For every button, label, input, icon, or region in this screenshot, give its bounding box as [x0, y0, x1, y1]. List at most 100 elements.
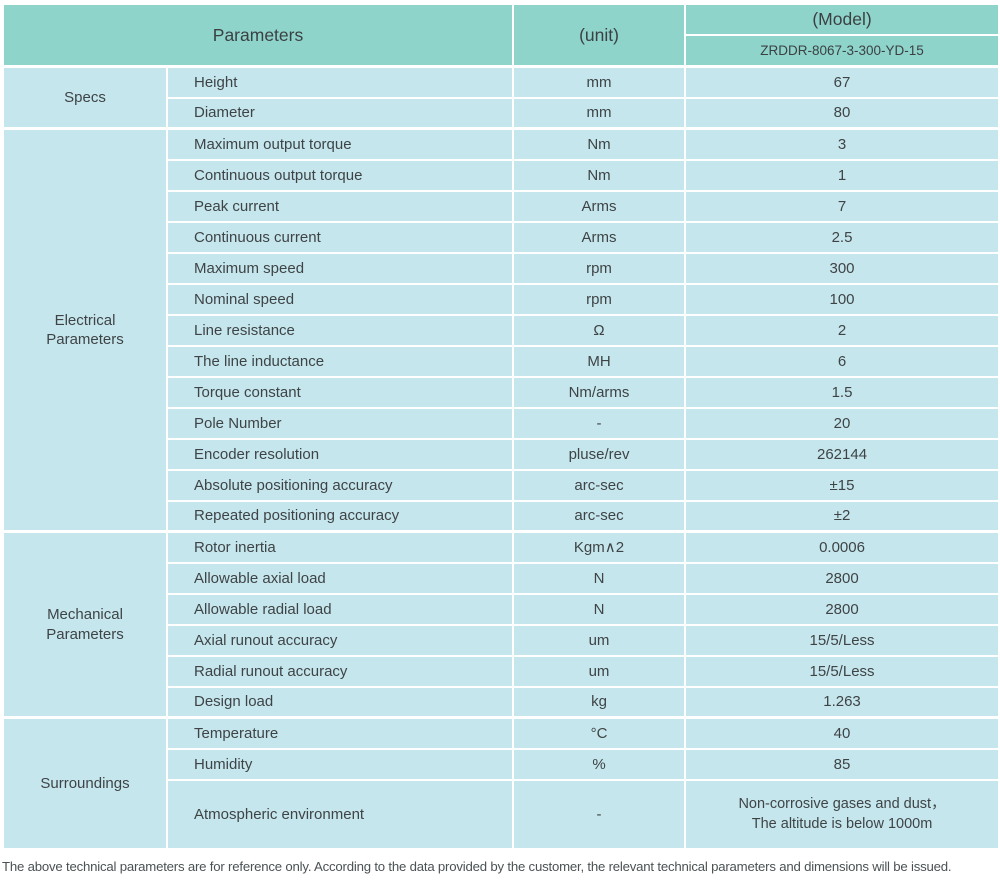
table-row: Pole Number -20: [3, 406, 1000, 440]
table-header: Parameters (unit) (Model) ZRDDR-8067-3-3…: [1, 3, 1000, 68]
value-cell: 6: [684, 344, 1000, 378]
value-cell: 2: [684, 313, 1000, 347]
value-cell: 7: [684, 189, 1000, 223]
value-cell: 2.5: [684, 220, 1000, 254]
unit-cell: °C: [512, 716, 687, 750]
unit-cell: Ω: [512, 313, 687, 347]
value-cell: 67: [684, 65, 1000, 99]
unit-cell: rpm: [512, 251, 687, 285]
value-cell: 40: [684, 716, 1000, 750]
parameter-name-cell: Maximum speed: [165, 251, 515, 285]
table-row: Design load kg 1.263: [3, 685, 1000, 719]
parameter-name-cell: Radial runout accuracy: [165, 654, 515, 688]
unit-cell: mm: [512, 65, 687, 99]
value-cell: ±2: [684, 499, 1000, 533]
table-body: Specs Height mm 67 Diameter mm 80 Electrical Pa…: [2, 65, 1000, 850]
unit-cell: Kgm∧2: [512, 530, 687, 564]
parameter-name-cell: Diameter: [165, 96, 515, 130]
unit-cell: um: [512, 623, 687, 657]
parameter-name-cell: Nominal speed: [165, 282, 515, 316]
parameter-name-cell: Maximum output torque: [165, 127, 515, 161]
parameter-name-cell: Torque constant: [165, 375, 515, 409]
unit-cell: kg: [512, 685, 687, 719]
value-cell: Non-corrosive gases and dust， The altitu…: [684, 778, 1000, 850]
parameter-name-cell: Allowable radial load: [165, 592, 515, 626]
unit-column-header: (unit): [512, 3, 687, 68]
table-row: Peak current Arms 7: [3, 189, 1000, 223]
table-row: Diameter mm 80: [3, 96, 1000, 130]
table-row: Nominal speed rpm 100: [3, 282, 1000, 316]
parameter-name-cell: Rotor inertia: [165, 530, 515, 564]
footnote: The above technical parameters are for r…: [2, 858, 952, 874]
section-label: Mechanical Parameters: [2, 530, 168, 719]
unit-cell: %: [512, 747, 687, 781]
value-cell: 100: [684, 282, 1000, 316]
value-cell: 20: [684, 406, 1000, 440]
parameter-name-cell: Absolute positioning accuracy: [165, 468, 515, 502]
header-row-2: ZRDDR-8067-3-300-YD-15: [3, 34, 1000, 68]
model-column-header: (Model): [684, 3, 1000, 36]
parameter-name-cell: Encoder resolution: [165, 437, 515, 471]
parameters-column-header: Parameters: [1, 3, 515, 68]
table-row: Mechanical Parameters Rotor inertia Kgm∧2 0…: [2, 530, 1000, 719]
table-row: Surroundings Temperature °C 40: [2, 716, 1000, 850]
parameter-name-cell: Temperature: [165, 716, 515, 750]
unit-cell: rpm: [512, 282, 687, 316]
table-row: Atmospheric environment - Non-corrosive ga…: [3, 778, 1000, 850]
parameter-name-cell: Repeated positioning accuracy: [165, 499, 515, 533]
value-cell: 15/5/Less: [684, 654, 1000, 688]
value-cell: 80: [684, 96, 1000, 130]
parameter-name-cell: Peak current: [165, 189, 515, 223]
table-row: Maximum speed rpm 300: [3, 251, 1000, 285]
value-cell: 300: [684, 251, 1000, 285]
table-row: The line inductance MH 6: [3, 344, 1000, 378]
value-cell: 262144: [684, 437, 1000, 471]
table-row: Torque constant Nm/arms 1.5: [3, 375, 1000, 409]
section-label: Specs: [2, 65, 168, 130]
table-row: Axial runout accuracy um 15/5/Less: [3, 623, 1000, 657]
unit-cell: arc-sec: [512, 499, 687, 533]
parameter-name-cell: Allowable axial load: [165, 561, 515, 595]
table-row: Absolute positioning accuracy arc-sec ±15: [3, 468, 1000, 502]
unit-cell: pluse/rev: [512, 437, 687, 471]
unit-cell: N: [512, 561, 687, 595]
parameter-name-cell: Height: [165, 65, 515, 99]
unit-cell: N: [512, 592, 687, 626]
unit-cell: Nm: [512, 127, 687, 161]
section-label: Electrical Parameters: [2, 127, 168, 533]
section-label: Surroundings: [2, 716, 168, 850]
unit-cell: MH: [512, 344, 687, 378]
value-cell: 2800: [684, 561, 1000, 595]
table-row: Encoder resolution pluse/rev 262144: [3, 437, 1000, 471]
value-cell: 1.263: [684, 685, 1000, 719]
value-cell: ±15: [684, 468, 1000, 502]
table-row: Humidity% 85: [3, 747, 1000, 781]
table-row: Line resistance Ω 2: [3, 313, 1000, 347]
unit-cell: -: [512, 778, 687, 850]
unit-cell: um: [512, 654, 687, 688]
value-cell: 2800: [684, 592, 1000, 626]
unit-cell: arc-sec: [512, 468, 687, 502]
value-cell: 3: [684, 127, 1000, 161]
unit-cell: -: [512, 406, 687, 440]
value-cell: 15/5/Less: [684, 623, 1000, 657]
parameter-name-cell: Pole Number: [165, 406, 515, 440]
parameter-name-cell: Atmospheric environment: [165, 778, 515, 850]
unit-cell: Nm/arms: [512, 375, 687, 409]
table-row: Specs Height mm 67: [2, 65, 1000, 130]
unit-cell: Arms: [512, 220, 687, 254]
unit-cell: mm: [512, 96, 687, 130]
parameter-name-cell: Continuous current: [165, 220, 515, 254]
unit-cell: Nm: [512, 158, 687, 192]
table-row: Radial runout accuracy um 15/5/Less: [3, 654, 1000, 688]
parameter-name-cell: Continuous output torque: [165, 158, 515, 192]
value-cell: 1.5: [684, 375, 1000, 409]
spec-table: Parameters (unit) (Model) ZRDDR-8067-3-3…: [1, 3, 1000, 850]
table-row: Repeated positioning accuracy arc-sec ±2: [3, 499, 1000, 533]
parameter-name-cell: Line resistance: [165, 313, 515, 347]
model-code: ZRDDR-8067-3-300-YD-15: [684, 34, 1000, 68]
unit-cell: Arms: [512, 189, 687, 223]
parameter-name-cell: Humidity: [165, 747, 515, 781]
value-cell: 85: [684, 747, 1000, 781]
